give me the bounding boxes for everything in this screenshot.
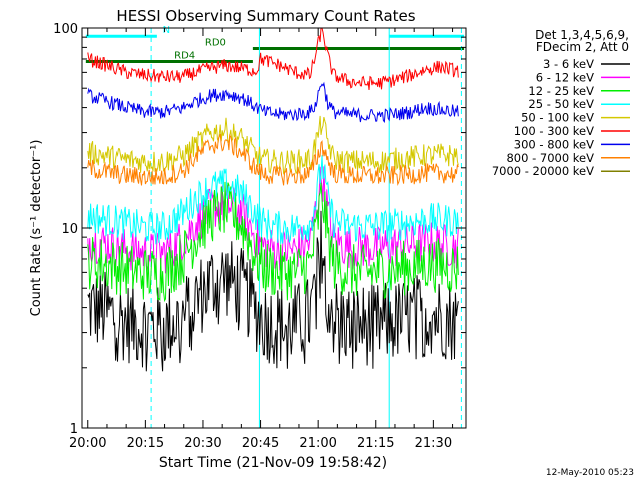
legend-label: 3 - 6 keV [543,57,594,71]
y-axis: 1 10 100 [53,22,466,437]
series-line-5 [87,27,459,90]
flag-label-n: N [163,25,170,36]
flags-layer: N RD0 RD4 [85,25,465,63]
y-tick-label: 1 [70,422,78,437]
flag-label-rd0: RD0 [205,37,226,48]
legend-label: 12 - 25 keV [528,84,594,98]
series-line-0 [87,210,459,372]
series-line-3 [87,155,459,245]
legend-label: 800 - 7000 keV [506,151,594,165]
x-axis: 20:00 20:15 20:30 20:45 21:00 21:15 21:30 [69,28,454,451]
y-tick-label: 100 [53,22,78,37]
legend-label: 25 - 50 keV [528,97,594,111]
x-tick-label: 21:30 [415,436,452,451]
legend-label: 7000 - 20000 keV [492,164,594,178]
x-axis-label: Start Time (21-Nov-09 19:58:42) [159,455,387,471]
legend-label: 100 - 300 keV [514,124,594,138]
plot-frame [81,27,467,429]
chart-title: HESSI Observing Summary Count Rates [116,7,415,25]
x-tick-label: 20:00 [69,436,106,451]
series-line-2 [87,181,459,303]
y-axis-label: Count Rate (s⁻¹ detector⁻¹) [29,140,44,317]
legend: Det 1,3,4,5,6,9, FDecim 2, Att 0 3 - 6 k… [492,28,630,178]
series-layer [87,27,459,372]
x-tick-label: 21:00 [299,436,336,451]
legend-header-line-1: Det 1,3,4,5,6,9, [535,28,629,42]
x-tick-label: 20:15 [127,436,164,451]
series-line-4 [87,115,459,176]
legend-label: 50 - 100 keV [521,111,594,125]
legend-label: 6 - 12 keV [536,70,594,84]
y-tick-label: 10 [61,222,78,237]
legend-label: 300 - 800 keV [514,137,594,151]
x-tick-label: 20:30 [184,436,221,451]
series-line-7 [87,133,459,187]
x-tick-label: 21:15 [357,436,394,451]
series-line-6 [87,81,459,124]
footer-timestamp: 12-May-2010 05:23 [546,468,634,478]
flag-label-rd4: RD4 [174,50,195,61]
x-tick-label: 20:45 [242,436,279,451]
legend-header-line-2: FDecim 2, Att 0 [536,40,629,54]
